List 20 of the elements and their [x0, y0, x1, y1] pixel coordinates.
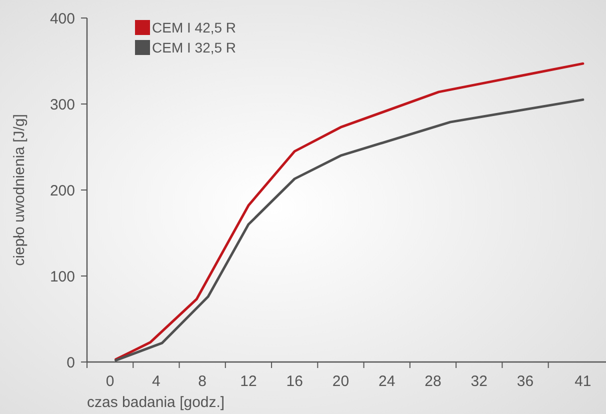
legend-label: CEM I 32,5 R	[152, 40, 236, 56]
x-tick-label: 4	[152, 373, 160, 390]
y-tick-label: 400	[50, 10, 75, 28]
legend-label: CEM I 42,5 R	[152, 20, 236, 36]
x-tick-label: 36	[516, 373, 534, 390]
x-tick-label: 12	[240, 373, 257, 390]
y-tick-label: 0	[66, 354, 75, 372]
x-tick-label: 41	[574, 373, 592, 390]
x-axis-title: czas badania [godz.]	[87, 394, 225, 411]
y-axis-title: ciepło uwodnienia [J/g]	[11, 114, 28, 266]
y-tick-label: 200	[50, 182, 75, 200]
x-tick-label: 24	[378, 373, 396, 390]
x-tick-label: 8	[198, 373, 207, 390]
y-tick-label: 300	[50, 96, 75, 114]
x-tick-label: 16	[286, 373, 303, 390]
y-tick-label: 100	[50, 268, 75, 286]
x-tick-label: 0	[106, 373, 114, 390]
x-tick-label: 32	[470, 373, 488, 390]
x-tick-label: 20	[332, 373, 350, 390]
x-tick-label: 28	[424, 373, 442, 390]
